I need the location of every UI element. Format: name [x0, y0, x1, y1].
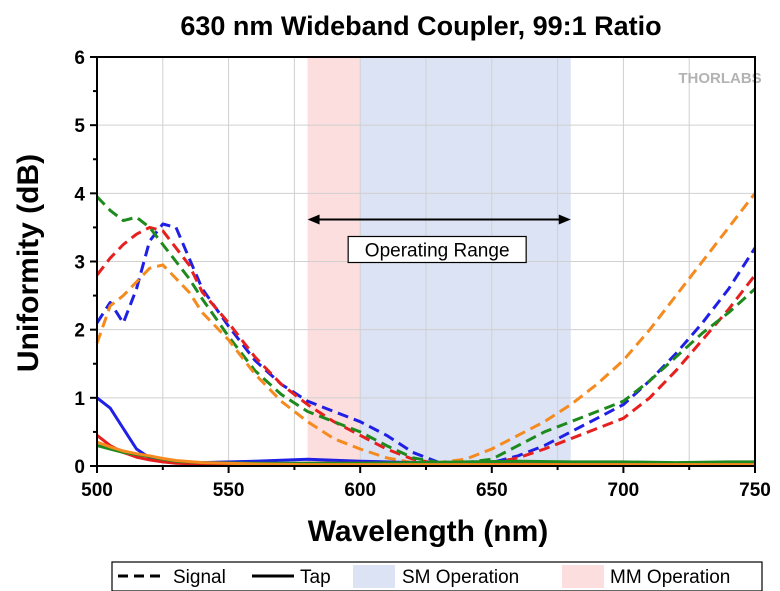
- legend-sm-label: SM Operation: [402, 567, 519, 588]
- series-group: [95, 192, 757, 467]
- legend-tap-label: Tap: [300, 567, 331, 588]
- x-axis-title: Wavelength (nm): [308, 515, 549, 548]
- arrow-head-right: [558, 214, 571, 225]
- x-tick-label: 700: [608, 480, 640, 501]
- series-tap-7: [96, 440, 755, 467]
- legend-mm-swatch: [562, 565, 604, 588]
- legend-sm-swatch: [353, 565, 395, 588]
- operating-range-box: [347, 235, 527, 264]
- y-tick-label: 4: [74, 184, 85, 205]
- legend-signal-label: Signal: [173, 567, 226, 588]
- series-signal-3: [95, 192, 757, 465]
- chart-title: 630 nm Wideband Coupler, 99:1 Ratio: [180, 11, 661, 41]
- y-axis-ticks: 0 1 2 3 4 5 6: [74, 48, 97, 478]
- y-tick-label: 6: [74, 48, 85, 69]
- legend-mm-label: MM Operation: [610, 567, 730, 588]
- series-signal-0: [95, 222, 757, 466]
- legend: Signal Tap SM Operation MM Operation: [111, 561, 763, 591]
- y-tick-label: 1: [74, 389, 85, 410]
- y-tick-label: 2: [74, 321, 85, 342]
- y-axis-title: Uniformity (dB): [12, 154, 45, 372]
- x-tick-label: 550: [213, 480, 245, 501]
- series-signal-1: [95, 225, 757, 467]
- legend-frame: [111, 561, 763, 591]
- y-tick-label: 5: [74, 116, 85, 137]
- x-tick-label: 500: [81, 480, 113, 501]
- x-tick-label: 750: [739, 480, 771, 501]
- x-tick-label: 600: [344, 480, 376, 501]
- y-tick-label: 0: [74, 457, 85, 478]
- y-tick-label: 3: [74, 253, 85, 274]
- thorlabs-logo: THORLABS: [678, 70, 761, 87]
- arrow-head-left: [307, 214, 320, 225]
- x-tick-label: 650: [476, 480, 508, 501]
- operating-range-annotation: Operating Range: [307, 214, 571, 264]
- series-signal-2: [95, 195, 757, 465]
- x-axis-ticks: 500 550 600 650 700 750: [81, 466, 771, 501]
- operating-range-label: Operating Range: [365, 241, 510, 262]
